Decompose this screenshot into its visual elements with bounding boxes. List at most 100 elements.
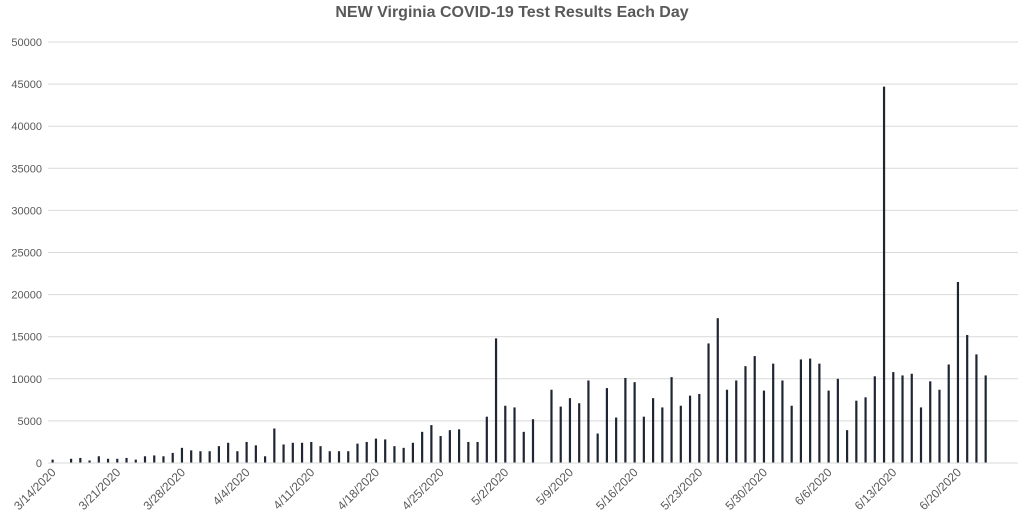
y-tick-label: 0 (36, 458, 42, 470)
bar (855, 400, 858, 463)
bar (457, 429, 461, 463)
y-tick-label: 50000 (11, 37, 42, 49)
bar (919, 407, 923, 463)
bar (97, 456, 100, 463)
bar (106, 458, 110, 463)
bar (790, 405, 793, 463)
bar (227, 442, 230, 463)
x-tick-label: 5/2/2020 (468, 465, 511, 508)
x-tick-label: 5/23/2020 (658, 465, 706, 513)
x-tick-label: 6/20/2020 (916, 465, 964, 513)
bar (439, 436, 442, 463)
bar (901, 375, 904, 463)
x-tick-label: 4/25/2020 (399, 465, 447, 513)
bar (698, 393, 701, 463)
bar (892, 372, 895, 463)
bar (282, 444, 285, 463)
bar (735, 380, 738, 463)
bar (651, 398, 655, 463)
bar (504, 405, 507, 463)
bar (180, 447, 184, 463)
bar (494, 338, 498, 463)
bar (615, 417, 618, 463)
bar (966, 335, 969, 463)
bar (411, 442, 415, 463)
bar (578, 403, 581, 463)
bar (134, 459, 137, 463)
bar (956, 281, 960, 463)
bar (236, 451, 239, 463)
bar (393, 446, 396, 463)
bars (51, 86, 987, 463)
bar (670, 377, 673, 463)
bar (347, 451, 350, 463)
bar (263, 456, 267, 463)
bar (153, 455, 156, 463)
bar (772, 363, 775, 463)
y-axis-tick-labels: 0 5000 10000 15000 20000 25000 30000 35000 40000… (11, 37, 42, 470)
bar (818, 363, 821, 463)
x-tick-label: 4/11/2020 (270, 465, 317, 512)
bar (485, 416, 488, 463)
x-tick-label: 5/30/2020 (722, 465, 770, 513)
gridlines (48, 41, 1018, 422)
bar (300, 442, 304, 463)
bar (162, 456, 165, 463)
bar (513, 407, 516, 463)
y-tick-label: 5000 (18, 416, 42, 428)
bar (448, 430, 451, 463)
bar (337, 451, 341, 463)
bar (716, 318, 719, 463)
bar (845, 430, 849, 463)
bar (929, 381, 932, 463)
x-tick-label: 4/4/2020 (210, 465, 253, 508)
bar (522, 431, 525, 463)
y-tick-label: 40000 (11, 121, 42, 133)
y-tick-label: 30000 (11, 205, 42, 217)
bar (873, 376, 876, 463)
y-tick-label: 25000 (11, 248, 42, 260)
x-axis-tick-labels: 3/14/2020 3/21/2020 3/28/2020 4/4/2020 4/11/… (11, 465, 964, 513)
bar (356, 443, 359, 463)
bar (809, 358, 812, 463)
bar (975, 354, 978, 463)
bar (836, 378, 839, 463)
bar (550, 389, 553, 463)
bar (864, 397, 867, 463)
bar (421, 431, 424, 463)
x-tick-label: 6/6/2020 (792, 465, 835, 508)
bar (947, 364, 950, 463)
bar (910, 373, 913, 463)
bar (938, 389, 941, 463)
bar (208, 451, 211, 463)
bar (143, 456, 147, 463)
y-tick-label: 15000 (11, 332, 42, 344)
bar (587, 380, 590, 463)
bar (753, 356, 756, 463)
bar (605, 388, 609, 463)
x-tick-label: 5/9/2020 (533, 465, 576, 508)
bar (799, 359, 803, 463)
x-tick-label: 3/21/2020 (76, 465, 124, 513)
bar (254, 445, 257, 463)
bar (273, 428, 276, 463)
y-tick-label: 20000 (11, 290, 42, 302)
bar (568, 398, 572, 463)
bar (781, 380, 784, 463)
bar (171, 452, 174, 463)
bar (688, 395, 692, 463)
bar (984, 375, 987, 463)
bar (245, 441, 248, 463)
bar (190, 450, 193, 463)
bar (217, 446, 221, 463)
bar (725, 389, 729, 463)
bar (762, 390, 766, 463)
bar (51, 459, 54, 463)
bar (531, 419, 535, 463)
chart-title: NEW Virginia COVID-19 Test Results Each … (335, 4, 689, 21)
bar (116, 458, 119, 463)
bar (365, 441, 368, 463)
x-tick-label: 5/16/2020 (593, 465, 641, 513)
bar (707, 343, 710, 463)
